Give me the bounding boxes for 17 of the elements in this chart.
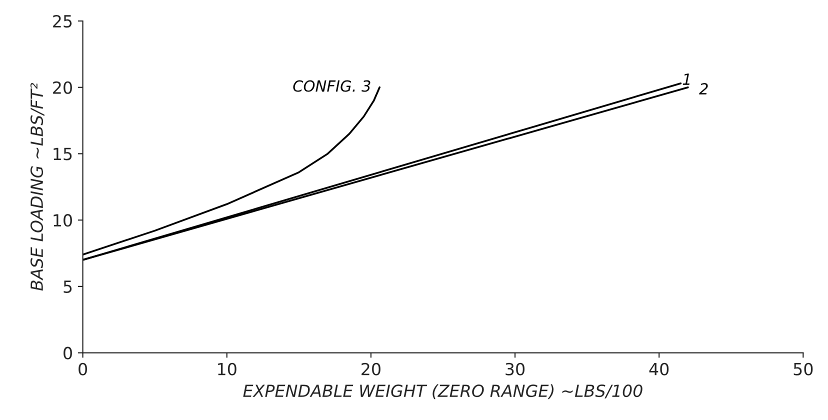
y-tick-label: 0 [64,346,72,360]
series-label: 2 [699,83,708,94]
x-tick-label: 40 [649,362,669,376]
y-tick-label: 20 [53,81,72,94]
y-tick-label: 25 [53,14,72,28]
x-tick-label: 50 [794,362,813,376]
y-tick-label: 10 [54,214,72,227]
x-tick-label: 30 [506,362,525,376]
series-label: CONFIG. 3 [293,80,370,92]
x-tick-label: 20 [362,362,380,376]
y-axis-title: BASE LOADING ~LBS/FT² [30,83,44,291]
x-tick-label: 0 [78,362,87,376]
x-axis-title: EXPENDABLE WEIGHT (ZERO RANGE) ~LBS/100 [243,384,642,400]
y-tick-label: 15 [54,148,72,160]
series-label: 1 [682,74,690,85]
y-tick-label: 5 [64,280,72,294]
x-tick-label: 10 [218,362,236,376]
